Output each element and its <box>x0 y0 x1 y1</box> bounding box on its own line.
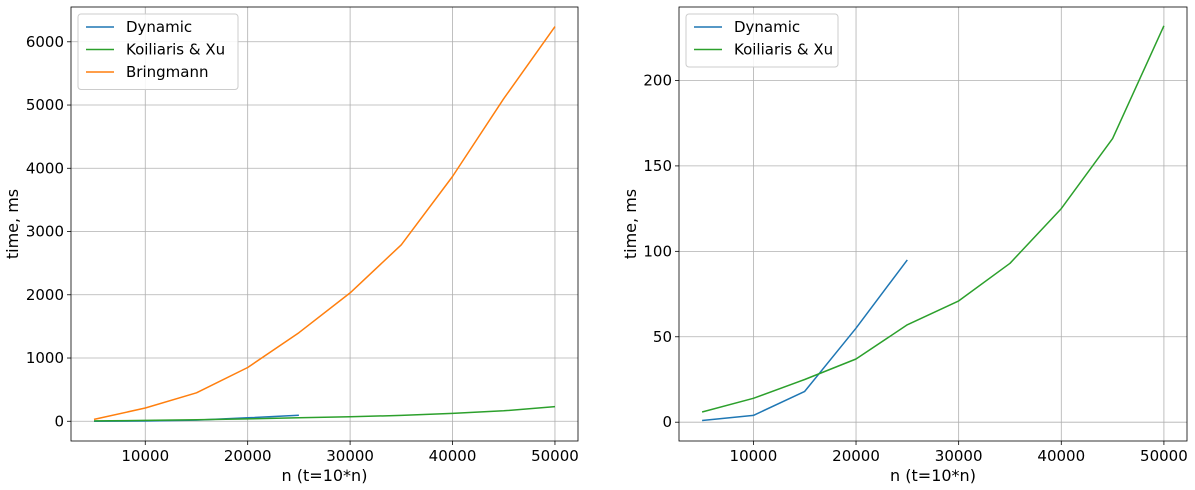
left-chart: 10000 20000 30000 40000 50000 0 1000 2000 3000 40… <box>3 6 579 485</box>
y-tick-label: 4000 <box>26 159 64 177</box>
y-tick-label: 1000 <box>26 349 64 367</box>
y-tick-label: 6000 <box>26 33 64 51</box>
right-chart: 10000 20000 30000 40000 50000 0 50 100 150 200 n (… <box>621 6 1188 485</box>
y-tick-label: 2000 <box>26 286 64 304</box>
series-line-bringmann <box>93 26 556 421</box>
x-tick-label: 10000 <box>730 447 778 465</box>
axes-frame <box>70 6 579 442</box>
y-tick-label: 0 <box>662 413 672 431</box>
x-tick-label: 20000 <box>832 447 880 465</box>
legend-box <box>685 13 839 68</box>
legend-label: Dynamic <box>734 18 800 36</box>
legend-label: Koiliaris & Xu <box>126 41 225 59</box>
legend-label: Koiliaris & Xu <box>734 41 833 59</box>
series-line-koiliaris-xu <box>93 405 556 422</box>
x-tick-label: 50000 <box>531 447 579 465</box>
y-tick-label: 50 <box>653 328 672 346</box>
x-tick-label: 20000 <box>224 447 272 465</box>
y-axis-label: time, ms <box>621 189 640 259</box>
legend: Dynamic Koiliaris & Xu <box>685 13 839 68</box>
y-tick-label: 0 <box>54 412 64 430</box>
series-line-dynamic <box>702 259 908 422</box>
axes-frame <box>678 6 1188 442</box>
legend-label: Bringmann <box>126 63 208 81</box>
y-tick-label: 100 <box>643 242 672 260</box>
legend-box <box>77 13 239 90</box>
x-tick-label: 40000 <box>429 447 477 465</box>
y-axis-label: time, ms <box>3 189 22 259</box>
x-tick-label: 40000 <box>1037 447 1085 465</box>
x-tick-label: 30000 <box>326 447 374 465</box>
x-tick-label: 50000 <box>1140 447 1188 465</box>
x-axis-label: n (t=10*n) <box>282 466 368 485</box>
x-tick-label: 30000 <box>935 447 983 465</box>
y-tick-label: 5000 <box>26 96 64 114</box>
legend-label: Dynamic <box>126 18 192 36</box>
y-tick-label: 150 <box>643 157 672 175</box>
legend: Dynamic Koiliaris & Xu Bringmann <box>77 13 239 90</box>
y-tick-label: 200 <box>643 71 672 89</box>
series-line-koiliaris-xu <box>701 25 1165 413</box>
y-tick-label: 3000 <box>26 223 64 241</box>
x-axis-label: n (t=10*n) <box>890 466 976 485</box>
x-tick-label: 10000 <box>121 447 169 465</box>
